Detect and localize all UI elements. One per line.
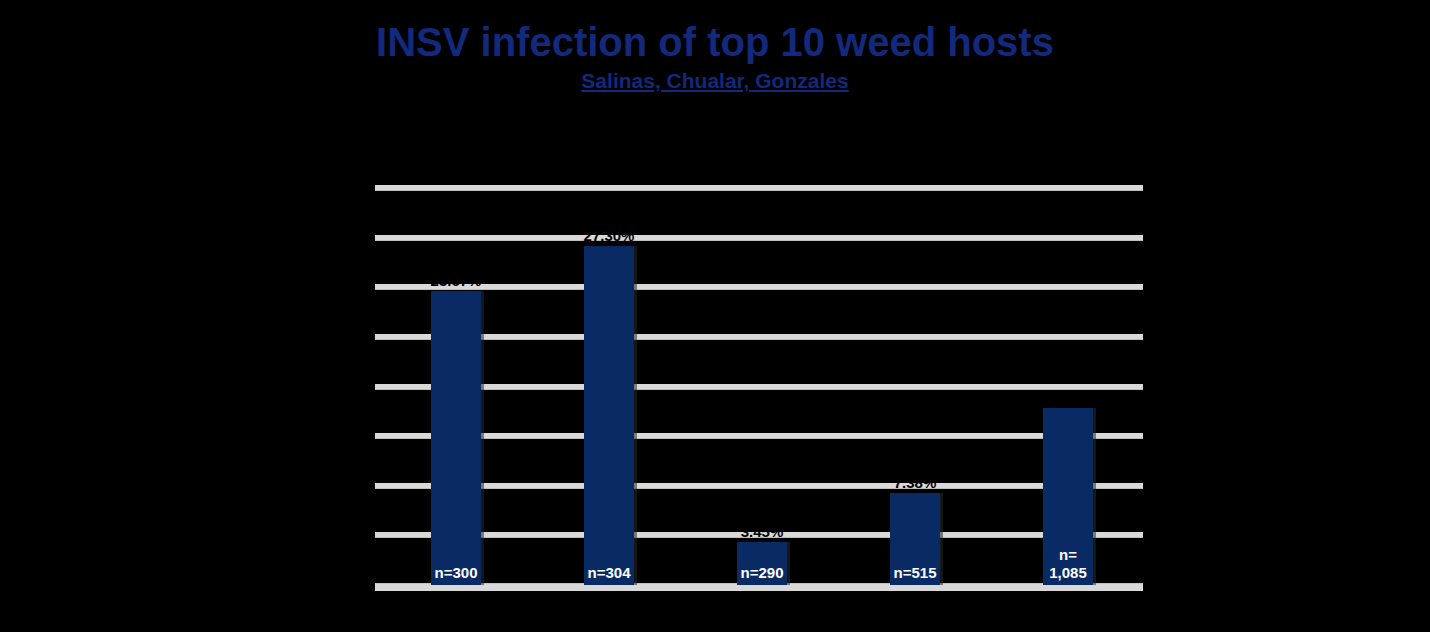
bar: n=290: [737, 542, 787, 585]
bar: n=304: [584, 246, 634, 585]
chart-subtitle-link[interactable]: Salinas, Chualar, Gonzales: [0, 69, 1430, 93]
bar-n-label: n=300: [435, 564, 478, 582]
chart-header: INSV infection of top 10 weed hosts Sali…: [0, 0, 1430, 93]
bar-n-label: n=290: [741, 564, 784, 582]
bar-value-label: 3.45%: [741, 523, 784, 540]
gridline: [375, 235, 1143, 241]
gridline: [375, 483, 1143, 489]
gridline: [375, 384, 1143, 390]
bar-value-label: 27.30%: [584, 227, 635, 244]
bar-value-label: 7.38%: [894, 474, 937, 491]
bar: n=300: [431, 291, 481, 585]
bar-n-label: n= 1,085: [1049, 546, 1087, 582]
gridline: [375, 284, 1143, 290]
bar: n=515: [890, 493, 940, 585]
gridline: [375, 433, 1143, 439]
chart-title: INSV infection of top 10 weed hosts: [0, 0, 1430, 65]
bar-value-label: 14.29%: [1043, 389, 1094, 406]
gridline: [375, 185, 1143, 191]
bar-n-label: n=515: [894, 564, 937, 582]
bar: n= 1,085: [1043, 408, 1093, 585]
bar-value-label: 23.67%: [431, 272, 482, 289]
plot-area: n=300 23.67% n=304 27.30% n=290 3.45% n=515 7.3…: [375, 188, 1143, 585]
gridline: [375, 334, 1143, 340]
bar-n-label: n=304: [588, 564, 631, 582]
